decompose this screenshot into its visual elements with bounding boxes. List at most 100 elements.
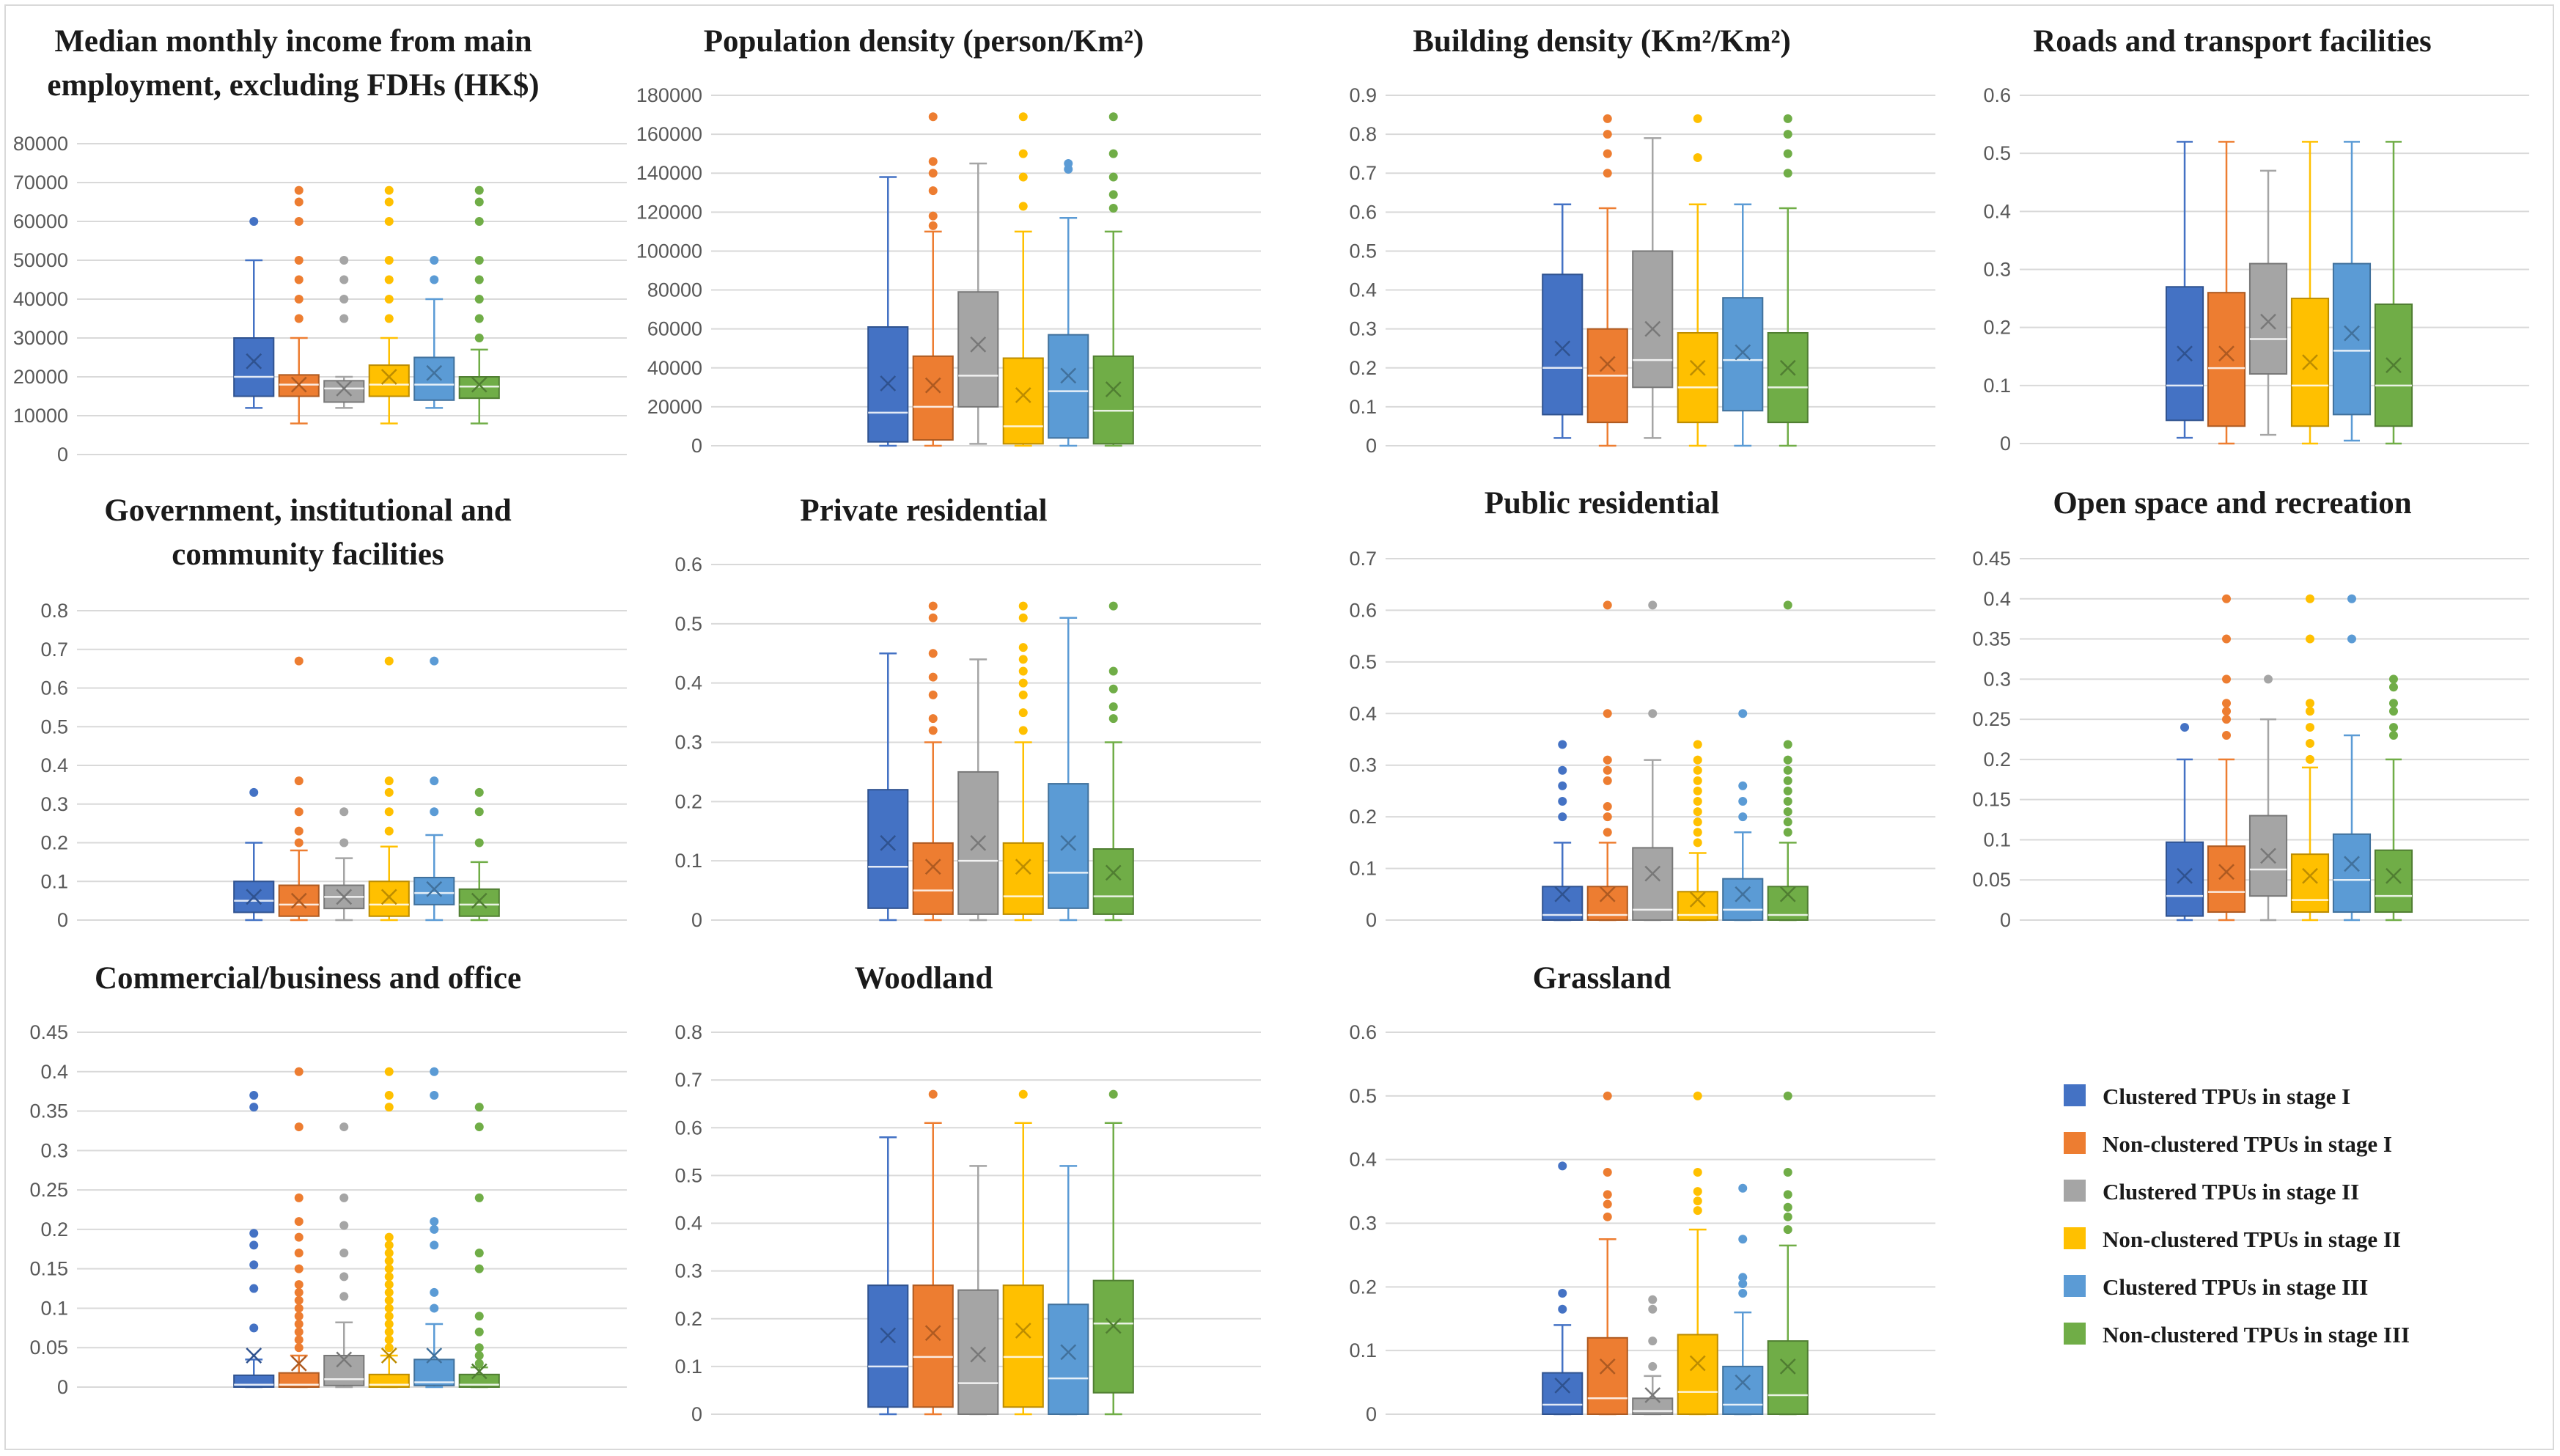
legend-swatch	[2064, 1132, 2086, 1154]
y-tick-label: 0	[57, 444, 68, 466]
box-5	[2332, 594, 2372, 922]
y-tick-label: 0.3	[674, 732, 702, 754]
y-tick-label: 0.7	[40, 639, 68, 661]
outlier-point	[1018, 726, 1028, 735]
iqr-box	[2332, 833, 2372, 913]
box-6	[2374, 141, 2413, 445]
iqr-box	[2248, 262, 2288, 375]
mean-marker	[1015, 858, 1031, 875]
iqr-box	[867, 1284, 909, 1408]
iqr-box	[1048, 783, 1089, 909]
outlier-point	[1783, 765, 1792, 775]
box-6	[1767, 1091, 1809, 1416]
outlier-point	[474, 275, 484, 284]
outlier-point	[474, 807, 484, 817]
mean-marker	[1779, 886, 1796, 902]
box-3	[2248, 169, 2288, 436]
outlier-point	[1108, 204, 1118, 213]
box-4	[368, 1067, 410, 1389]
outlier-point	[1783, 1091, 1792, 1100]
box-6	[1092, 601, 1134, 922]
outlier-point	[928, 613, 938, 622]
mean-marker	[2344, 325, 2360, 342]
mean-marker	[2177, 867, 2193, 884]
y-tick-label: 0.2	[674, 790, 702, 812]
y-tick-label: 0	[1366, 909, 1377, 931]
outlier-point	[928, 690, 938, 699]
mean-marker	[2386, 867, 2402, 884]
outlier-point	[384, 1091, 394, 1100]
iqr-box	[1632, 250, 1674, 389]
box-4	[2290, 594, 2330, 922]
outlier-point	[384, 776, 394, 786]
outlier-point	[1558, 781, 1567, 790]
box-6	[458, 1103, 500, 1389]
y-tick-label: 0.45	[1972, 548, 2011, 570]
outlier-point	[474, 256, 484, 265]
y-tick-label: 0	[691, 909, 702, 931]
y-tick-label: 120000	[636, 201, 702, 223]
iqr-box	[912, 355, 954, 441]
chart-panel-1: Median monthly income from main employmen…	[13, 24, 627, 466]
y-tick-label: 0.5	[1349, 651, 1377, 673]
outlier-point	[2388, 707, 2398, 716]
panels: Median monthly income from main employmen…	[13, 24, 2529, 1425]
y-tick-label: 0.3	[40, 793, 68, 815]
y-tick-label: 0.2	[40, 1218, 68, 1240]
mean-marker	[2218, 345, 2235, 362]
outlier-point	[1603, 709, 1612, 718]
outlier-point	[1693, 1168, 1702, 1177]
outlier-point	[294, 1217, 304, 1227]
mean-marker	[1735, 886, 1751, 902]
iqr-box	[912, 1284, 954, 1408]
chart-panel-2: Population density (person/Km²) 0 20000 400…	[636, 24, 1261, 457]
y-tick-label: 0.25	[1972, 708, 2011, 730]
chart-panel-10: Woodland 0 0.1 0.2 0.3 0.4 0.5 0.6 0.7 0.8	[674, 961, 1261, 1425]
box-1	[233, 787, 275, 922]
y-tick-label: 0.2	[1983, 749, 2011, 771]
y-tick-label: 20000	[13, 366, 68, 388]
iqr-box	[1542, 273, 1584, 416]
box-6	[1767, 600, 1809, 922]
box-4	[1002, 112, 1044, 447]
y-tick-label: 0.1	[674, 850, 702, 872]
outlier-point	[1783, 149, 1792, 158]
outlier-point	[294, 1319, 304, 1328]
outlier-point	[1108, 714, 1118, 724]
outlier-point	[2222, 674, 2232, 684]
iqr-box	[413, 876, 455, 905]
outlier-point	[294, 217, 304, 226]
iqr-box	[1092, 1279, 1134, 1394]
box-4	[1002, 1089, 1044, 1416]
box-3	[957, 658, 999, 922]
y-tick-label: 0.6	[40, 677, 68, 699]
box-2	[1586, 1091, 1628, 1416]
outlier-point	[249, 1323, 259, 1333]
outlier-point	[1783, 797, 1792, 806]
box-2	[278, 1067, 320, 1389]
chart-title: Commercial/business and office	[95, 961, 521, 996]
mean-marker	[970, 337, 987, 353]
outlier-point	[384, 1319, 394, 1328]
y-tick-label: 0	[691, 435, 702, 457]
iqr-box	[2290, 853, 2330, 913]
figure-frame	[4, 4, 2554, 1450]
mean-marker	[1060, 367, 1077, 384]
outlier-point	[1783, 1202, 1792, 1212]
iqr-box	[1542, 1372, 1584, 1416]
outlier-point	[249, 1229, 259, 1238]
outlier-point	[294, 826, 304, 836]
y-tick-label: 0.2	[1983, 317, 2011, 339]
box-5	[1048, 1165, 1089, 1416]
y-tick-label: 40000	[13, 288, 68, 310]
outlier-point	[1738, 709, 1748, 718]
outlier-point	[1783, 114, 1792, 123]
mean-marker	[2218, 864, 2235, 880]
mean-marker	[1105, 1317, 1122, 1334]
outlier-point	[294, 776, 304, 786]
box-6	[1767, 114, 1809, 447]
outlier-point	[1108, 666, 1118, 676]
outlier-point	[294, 1264, 304, 1273]
box-4	[368, 185, 410, 424]
y-tick-label: 0.3	[1349, 318, 1377, 340]
